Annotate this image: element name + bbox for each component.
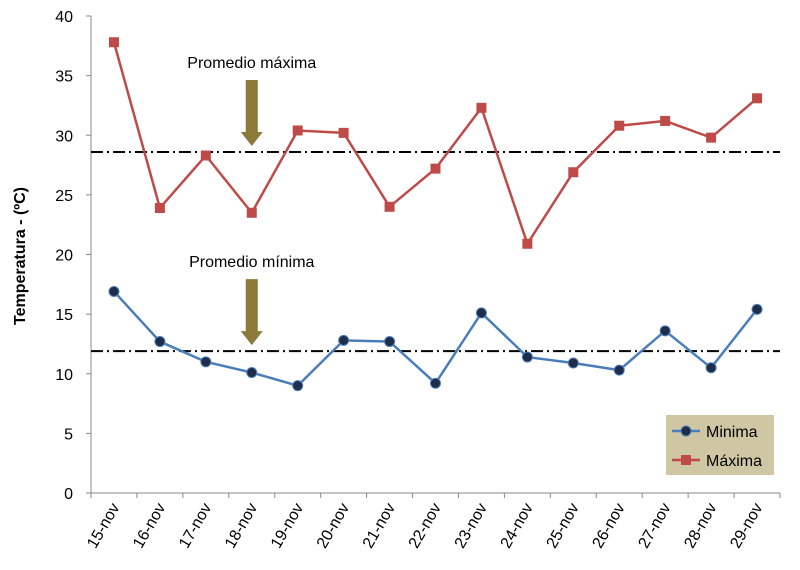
x-tick-label: 16-nov — [130, 501, 169, 552]
data-series — [108, 37, 763, 392]
data-point — [660, 115, 671, 126]
series-line — [112, 41, 758, 247]
x-tick-label: 19-nov — [268, 501, 307, 552]
data-point — [200, 356, 212, 368]
y-tick-label: 40 — [55, 9, 73, 26]
y-tick-labels: 0 5 10 15 20 25 30 35 40 — [55, 9, 91, 503]
data-point — [522, 238, 533, 249]
x-tick-label: 20-nov — [314, 501, 353, 552]
y-tick-label: 20 — [55, 248, 73, 265]
x-tick-label: 26-nov — [590, 501, 629, 552]
annotations: Promedio máxima Promedio mínima — [187, 55, 316, 346]
x-tick-label: 29-nov — [727, 501, 766, 552]
data-point — [521, 351, 533, 363]
x-tick-label: 28-nov — [681, 501, 720, 552]
data-point — [430, 163, 441, 174]
x-tick-label: 24-nov — [498, 501, 537, 552]
x-tick-label: 21-nov — [360, 501, 399, 552]
legend: Minima Máxima — [666, 415, 774, 475]
data-point — [752, 93, 763, 104]
data-point — [659, 325, 671, 337]
data-point — [705, 362, 717, 374]
annotation-label: Promedio máxima — [187, 55, 316, 72]
x-tick-label: 18-nov — [222, 501, 261, 552]
x-tick-label: 27-nov — [635, 501, 674, 552]
data-point — [246, 207, 257, 218]
y-tick-label: 25 — [55, 188, 73, 205]
data-point — [430, 377, 441, 389]
data-point — [384, 336, 396, 348]
legend-label: Minima — [706, 424, 758, 441]
legend-label: Máxima — [706, 453, 762, 470]
legend-marker — [680, 425, 692, 437]
series-minima — [108, 285, 763, 392]
data-point — [200, 150, 211, 161]
series-line — [113, 290, 759, 388]
data-point — [154, 336, 166, 348]
y-tick-label: 10 — [55, 367, 73, 384]
data-point — [613, 364, 625, 376]
data-point — [614, 120, 625, 131]
y-tick-label: 5 — [64, 426, 73, 443]
y-tick-label: 30 — [55, 128, 73, 145]
data-point — [338, 127, 349, 138]
x-tick-label: 22-nov — [406, 501, 445, 552]
data-point — [476, 102, 487, 113]
data-point — [292, 380, 304, 392]
reference-lines — [91, 150, 780, 353]
data-point — [292, 125, 303, 136]
data-point — [108, 37, 119, 48]
data-point — [751, 303, 763, 315]
y-axis-label: Temperatura - (ºC) — [12, 187, 29, 325]
x-tick-labels: 15-nov 16-nov 17-nov 18-nov 19-nov 20-nov 21-n… — [84, 493, 781, 552]
data-point — [338, 334, 350, 346]
data-point — [108, 285, 120, 297]
data-point — [154, 202, 165, 213]
x-tick-label: 25-nov — [544, 501, 583, 552]
down-arrow-icon — [240, 79, 263, 146]
y-tick-label: 0 — [64, 486, 73, 503]
series-maxima — [108, 37, 763, 249]
data-point — [706, 132, 717, 143]
x-tick-label: 17-nov — [176, 501, 215, 552]
data-point — [568, 167, 579, 178]
legend-marker — [681, 455, 691, 465]
annotation-label: Promedio mínima — [189, 254, 314, 271]
x-tick-label: 15-nov — [84, 501, 123, 552]
data-point — [246, 367, 258, 379]
y-tick-label: 35 — [55, 69, 73, 86]
data-point — [567, 357, 579, 369]
down-arrow-icon — [240, 279, 263, 346]
y-tick-label: 15 — [55, 307, 73, 324]
data-point — [475, 307, 487, 319]
x-tick-label: 23-nov — [452, 501, 491, 552]
data-point — [384, 201, 395, 212]
